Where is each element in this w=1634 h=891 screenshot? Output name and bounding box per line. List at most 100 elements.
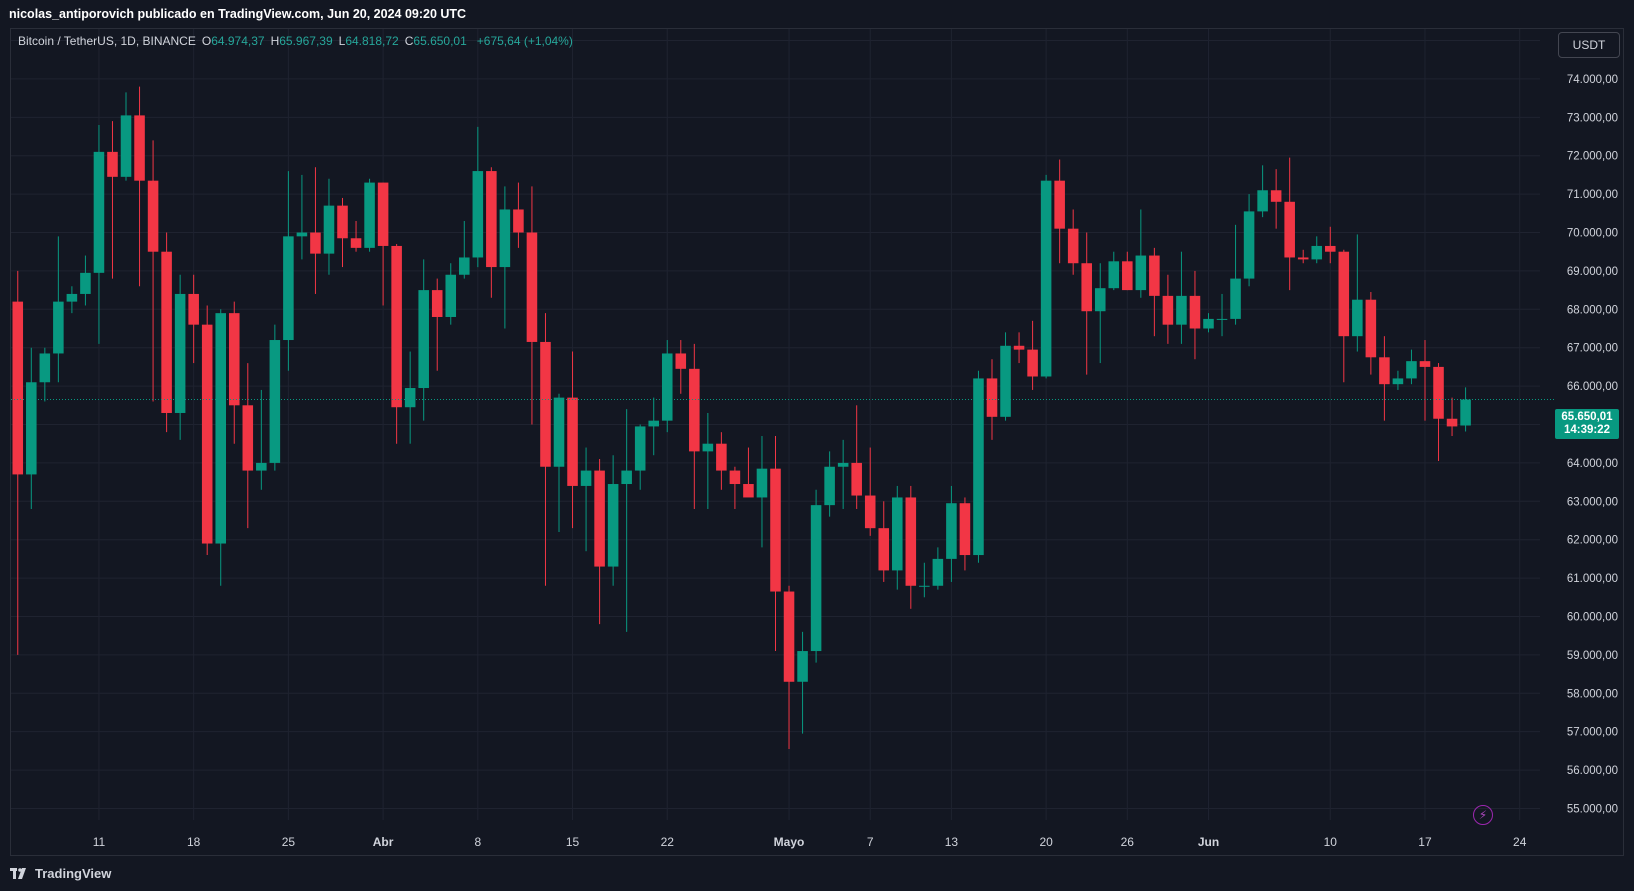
candle-body [526,232,538,342]
x-tick-label: 8 [474,835,481,849]
candle-body [93,151,105,273]
brand[interactable]: TradingView [10,866,111,881]
candle-body [1297,257,1309,260]
candle [120,92,132,181]
chart-candles [12,86,1471,749]
candle [107,121,118,279]
ohlc-low: L64.818,72 [338,34,399,48]
candle [1270,169,1282,229]
candle-body [743,484,754,498]
candle-body [878,528,890,571]
candle [296,174,308,260]
currency-button[interactable]: USDT [1558,32,1620,58]
x-tick-label: 10 [1324,835,1338,849]
candle [986,359,998,440]
candle [1446,397,1458,437]
candle-body [824,466,835,506]
candle [283,171,294,371]
candle [459,220,470,279]
candle [864,447,876,536]
candle-body [1000,345,1011,417]
candle-body [1243,211,1255,279]
candle-body [323,205,335,254]
candle-body [391,245,402,408]
candle-body [986,378,998,417]
candle-body [513,209,524,233]
candle [1297,249,1309,264]
candle [1406,349,1417,385]
lightning-icon[interactable]: ⚡ [1473,805,1493,825]
x-tick-label: 11 [93,835,106,849]
brand-name: TradingView [35,866,112,881]
y-tick-label: 62.000,00 [1567,535,1618,547]
candle [716,432,727,490]
candle [228,301,240,444]
candle-body [1446,418,1458,427]
candle-body [1149,255,1160,296]
candle [242,363,254,529]
candle-body [39,353,51,383]
candle-body [1460,399,1471,426]
candle-body [310,232,321,254]
candle [932,547,944,590]
candle [256,389,267,490]
candle [310,167,321,294]
candle-body [1257,190,1268,212]
candle [1352,234,1363,352]
x-tick-label: 24 [1513,835,1527,849]
candle [499,186,511,329]
candle-body [864,495,876,529]
candle-body [337,205,348,239]
candle [1094,263,1106,364]
candle [1379,336,1390,421]
candle-body [1067,228,1079,264]
candle-body [1216,318,1228,320]
x-tick-label: 25 [282,835,296,849]
candle [337,197,348,268]
candle [905,485,917,609]
candle [1081,232,1092,375]
candle [201,305,213,556]
candle-body [851,462,862,496]
x-tick-label: 17 [1418,835,1432,849]
candle [729,466,741,509]
candle [810,489,822,663]
candle-body [1203,318,1214,329]
candle [161,232,172,433]
candle [174,274,186,440]
candlestick-chart[interactable]: 55.000,00 56.000,00 57.000,00 58.000,00 59.0… [0,0,1634,856]
candle-body [161,251,172,413]
candle [418,259,429,421]
candle [404,351,416,444]
y-tick-label: 56.000,00 [1567,765,1618,777]
candle [1243,194,1255,287]
ohlc-close: C65.650,01 [404,34,467,48]
candle [431,278,443,371]
candle-body [147,180,159,252]
candle-body [594,470,605,567]
candle-body [716,443,727,471]
candle [1365,292,1377,375]
candle [215,309,227,586]
candle [526,186,538,425]
candle [1392,370,1404,390]
candle-body [431,290,443,317]
candle-body [53,301,64,354]
candle-body [810,505,822,652]
tradingview-logo-icon [10,867,30,880]
candle [1203,313,1214,333]
candle [323,178,335,275]
y-tick-label: 67.000,00 [1567,343,1618,355]
candle-body [919,585,930,587]
candle [648,397,659,456]
candle-body [296,232,308,237]
candle-body [1379,357,1390,385]
x-tick-label: Abr [373,835,394,849]
candle [1230,224,1241,325]
chart-grid [11,29,1540,820]
y-tick-label: 73.000,00 [1567,112,1618,124]
candle-body [364,182,375,248]
candle-body [1027,349,1038,377]
candle [824,451,835,517]
candle [1135,209,1147,298]
